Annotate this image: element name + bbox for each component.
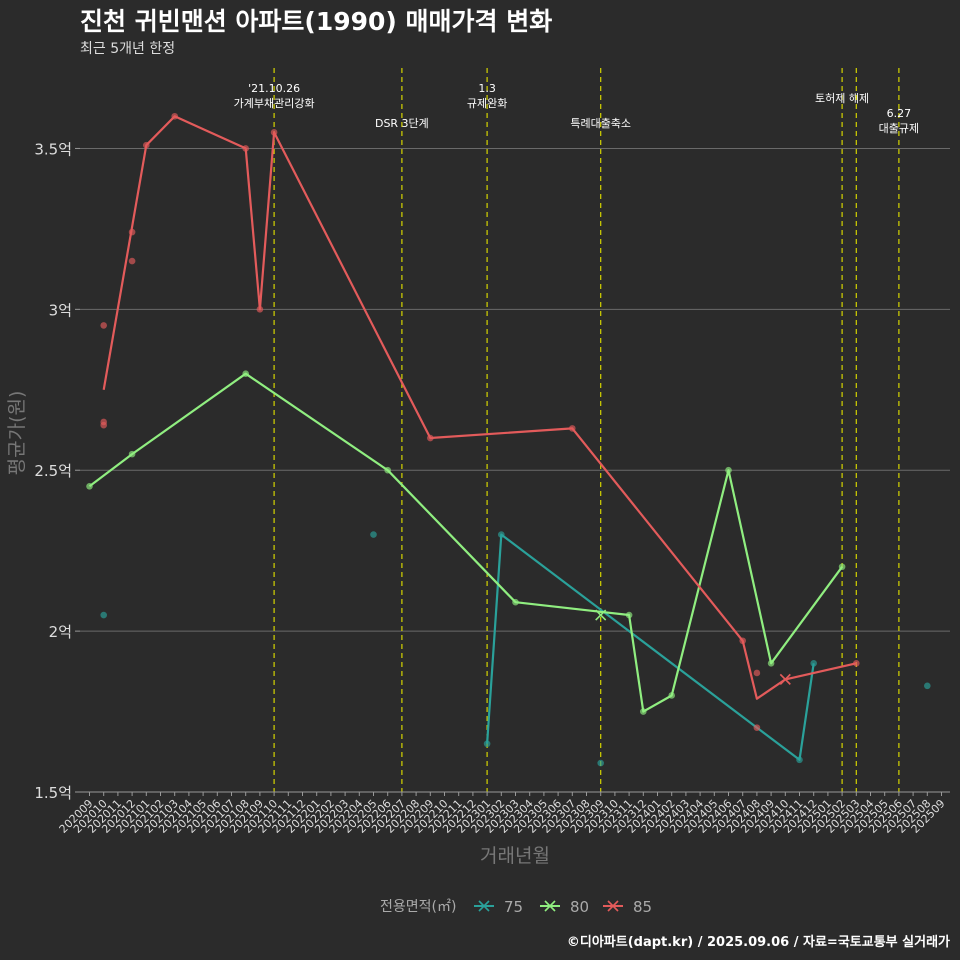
data-point-80: [838, 563, 846, 571]
y-tick-label: 2억: [49, 623, 72, 641]
chart-title: 진천 귀빈맨션 아파트(1990) 매매가격 변화: [80, 7, 553, 36]
legend-key-cross-80: [544, 900, 556, 912]
data-point-85: [242, 145, 249, 152]
data-point-75: [483, 740, 491, 748]
event-label: DSR 3단계: [375, 117, 429, 130]
data-point-80: [725, 466, 732, 474]
data-point-75: [810, 659, 817, 667]
data-point-85: [100, 322, 107, 329]
series-line-80: [88, 372, 843, 713]
data-point-75: [597, 759, 604, 767]
source-caption: ©디아파트(dapt.kr) / 2025.09.06 / 자료=국토교통부 실…: [566, 935, 950, 950]
legend-key-cross-85: [607, 900, 619, 912]
event-label: 특례대출축소: [570, 117, 631, 130]
data-point-80: [767, 659, 775, 667]
legend-label-80: 80: [570, 898, 589, 916]
legend-key-cross-75: [478, 900, 490, 912]
y-tick-label: 2.5억: [34, 462, 72, 480]
data-point-85: [753, 669, 761, 677]
data-point-85: [128, 228, 136, 236]
data-point-85: [569, 425, 576, 432]
axis-layer: 1.5억2억2.5억3억3.5억202009202010202011202012…: [34, 140, 950, 836]
data-point-85: [100, 421, 107, 429]
data-point-80: [625, 611, 633, 619]
cross-marker-80: [595, 609, 607, 621]
event-label: 1.3: [478, 82, 496, 95]
data-point-85: [853, 659, 860, 667]
x-axis-title: 거래년월: [480, 845, 550, 867]
legend: 전용면적(㎡) 75 80 85: [380, 898, 652, 916]
y-tick-label: 1.5억: [34, 784, 72, 802]
data-point-85: [270, 129, 278, 136]
legend-label-85: 85: [633, 898, 652, 916]
event-label: 규제완화: [467, 97, 507, 110]
chart-subtitle: 최근 5개년 한정: [80, 41, 176, 57]
data-point-80: [242, 370, 249, 377]
data-point-80: [640, 708, 647, 715]
series-line-75: [486, 533, 815, 761]
data-point-80: [668, 692, 675, 699]
event-label: 가계부채관리강화: [234, 97, 315, 110]
event-label: 토허제 해제: [815, 91, 869, 105]
data-point-85: [753, 724, 761, 731]
data-point-75: [796, 756, 803, 764]
y-axis-title: 평균가(원): [6, 391, 28, 476]
event-label: '21.10.26: [248, 82, 300, 95]
data-point-85: [256, 306, 264, 313]
data-point-85: [143, 141, 150, 149]
data-point-85: [427, 434, 434, 442]
data-point-80: [86, 483, 93, 490]
event-label: 6.27: [887, 107, 912, 120]
data-point-85: [171, 112, 178, 120]
legend-title: 전용면적(㎡): [380, 899, 456, 915]
data-point-80: [512, 598, 519, 606]
data-point-80: [128, 450, 136, 458]
data-point-85: [128, 257, 136, 265]
data-point-85: [739, 637, 746, 645]
data-point-75: [100, 611, 107, 619]
series-line-85: [102, 115, 857, 700]
cross-marker-85: [779, 673, 791, 685]
data-point-75: [498, 531, 505, 538]
series-layer: [86, 112, 931, 767]
grid-layer: [80, 147, 950, 793]
y-tick-label: 3억: [49, 301, 72, 319]
data-point-75: [370, 531, 377, 538]
event-label: 대출규제: [879, 122, 919, 135]
data-point-80: [384, 466, 392, 474]
legend-label-75: 75: [504, 898, 523, 916]
data-point-75: [924, 682, 931, 690]
y-tick-label: 3.5억: [34, 140, 72, 158]
